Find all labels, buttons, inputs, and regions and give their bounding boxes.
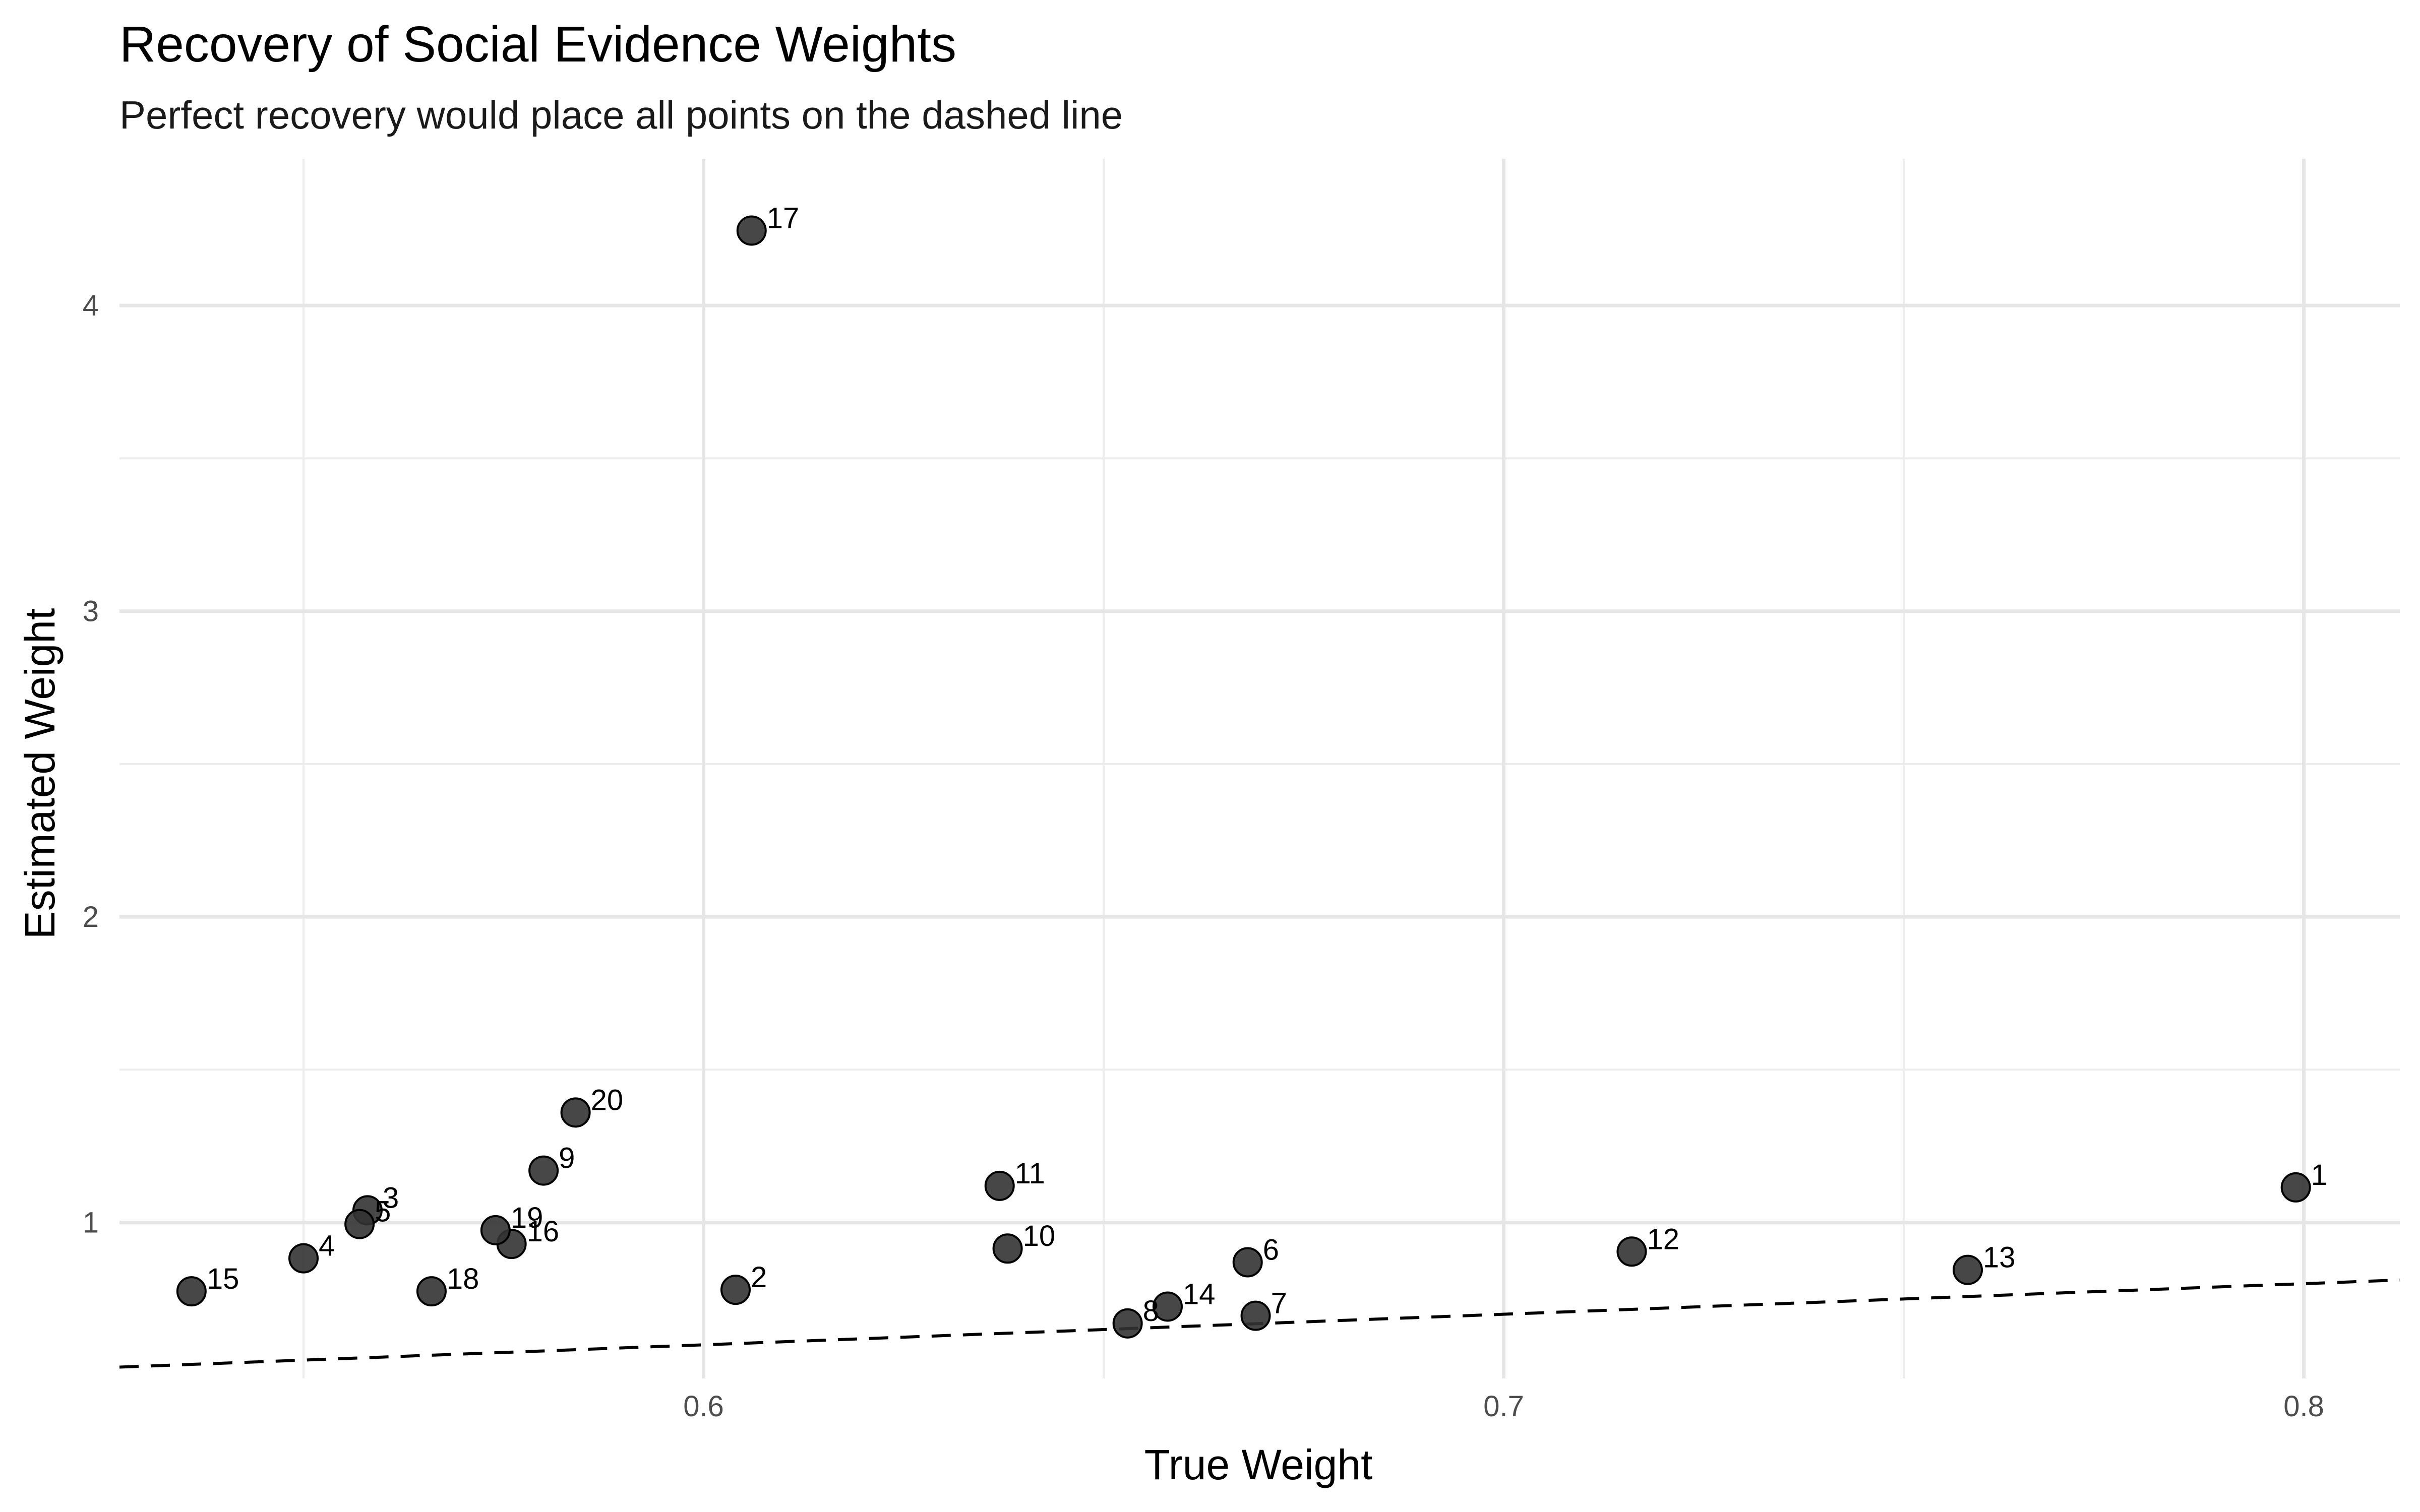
y-tick-label-3: 4 [83,289,99,322]
data-point-20 [560,1097,591,1128]
point-label-11: 11 [1015,1157,1045,1190]
point-label-9: 9 [559,1142,575,1175]
point-label-7: 7 [1271,1287,1287,1320]
point-label-3: 3 [383,1181,399,1214]
chart-title: Recovery of Social Evidence Weights [119,16,956,73]
point-label-19: 19 [511,1202,543,1234]
data-point-12 [1616,1236,1647,1267]
data-point-13 [1953,1254,1983,1285]
data-point-15 [176,1276,207,1307]
y-tick-label-1: 2 [83,901,99,933]
point-label-13: 13 [1983,1241,2016,1274]
point-label-2: 2 [751,1261,767,1294]
point-label-6: 6 [1263,1234,1279,1267]
point-label-8: 8 [1143,1295,1159,1328]
data-point-7 [1240,1300,1271,1331]
data-points [176,215,2311,1339]
data-point-19 [480,1215,511,1245]
point-label-14: 14 [1183,1278,1216,1310]
point-label-18: 18 [447,1263,479,1295]
data-point-14 [1152,1291,1183,1322]
data-point-5 [344,1209,375,1239]
y-tick-label-0: 1 [83,1207,99,1239]
grid-lines [119,159,2400,1378]
data-point-18 [416,1276,447,1307]
data-point-6 [1232,1247,1263,1278]
data-point-1 [2280,1172,2311,1203]
point-label-1: 1 [2311,1159,2327,1191]
data-point-2 [720,1275,751,1305]
data-point-11 [984,1170,1015,1201]
data-point-9 [528,1155,559,1186]
point-label-12: 12 [1647,1223,1679,1255]
y-axis-title: Estimated Weight [16,608,64,939]
x-tick-label-2: 0.8 [2283,1390,2324,1423]
y-tick-label-2: 3 [83,595,99,628]
x-axis-title: True Weight [1144,1441,1373,1488]
point-label-17: 17 [767,202,800,235]
data-point-10 [992,1233,1023,1264]
data-point-17 [736,215,767,246]
point-label-15: 15 [207,1263,239,1295]
data-point-8 [1112,1308,1143,1339]
point-label-5: 5 [375,1195,391,1228]
data-point-4 [288,1243,319,1274]
x-tick-label-0: 0.6 [683,1390,724,1423]
chart-subtitle: Perfect recovery would place all points … [119,93,1123,137]
point-label-4: 4 [319,1230,335,1263]
x-tick-label-1: 0.7 [1483,1390,1524,1423]
point-label-16: 16 [527,1215,560,1248]
point-label-10: 10 [1023,1220,1056,1252]
point-label-20: 20 [591,1084,624,1116]
